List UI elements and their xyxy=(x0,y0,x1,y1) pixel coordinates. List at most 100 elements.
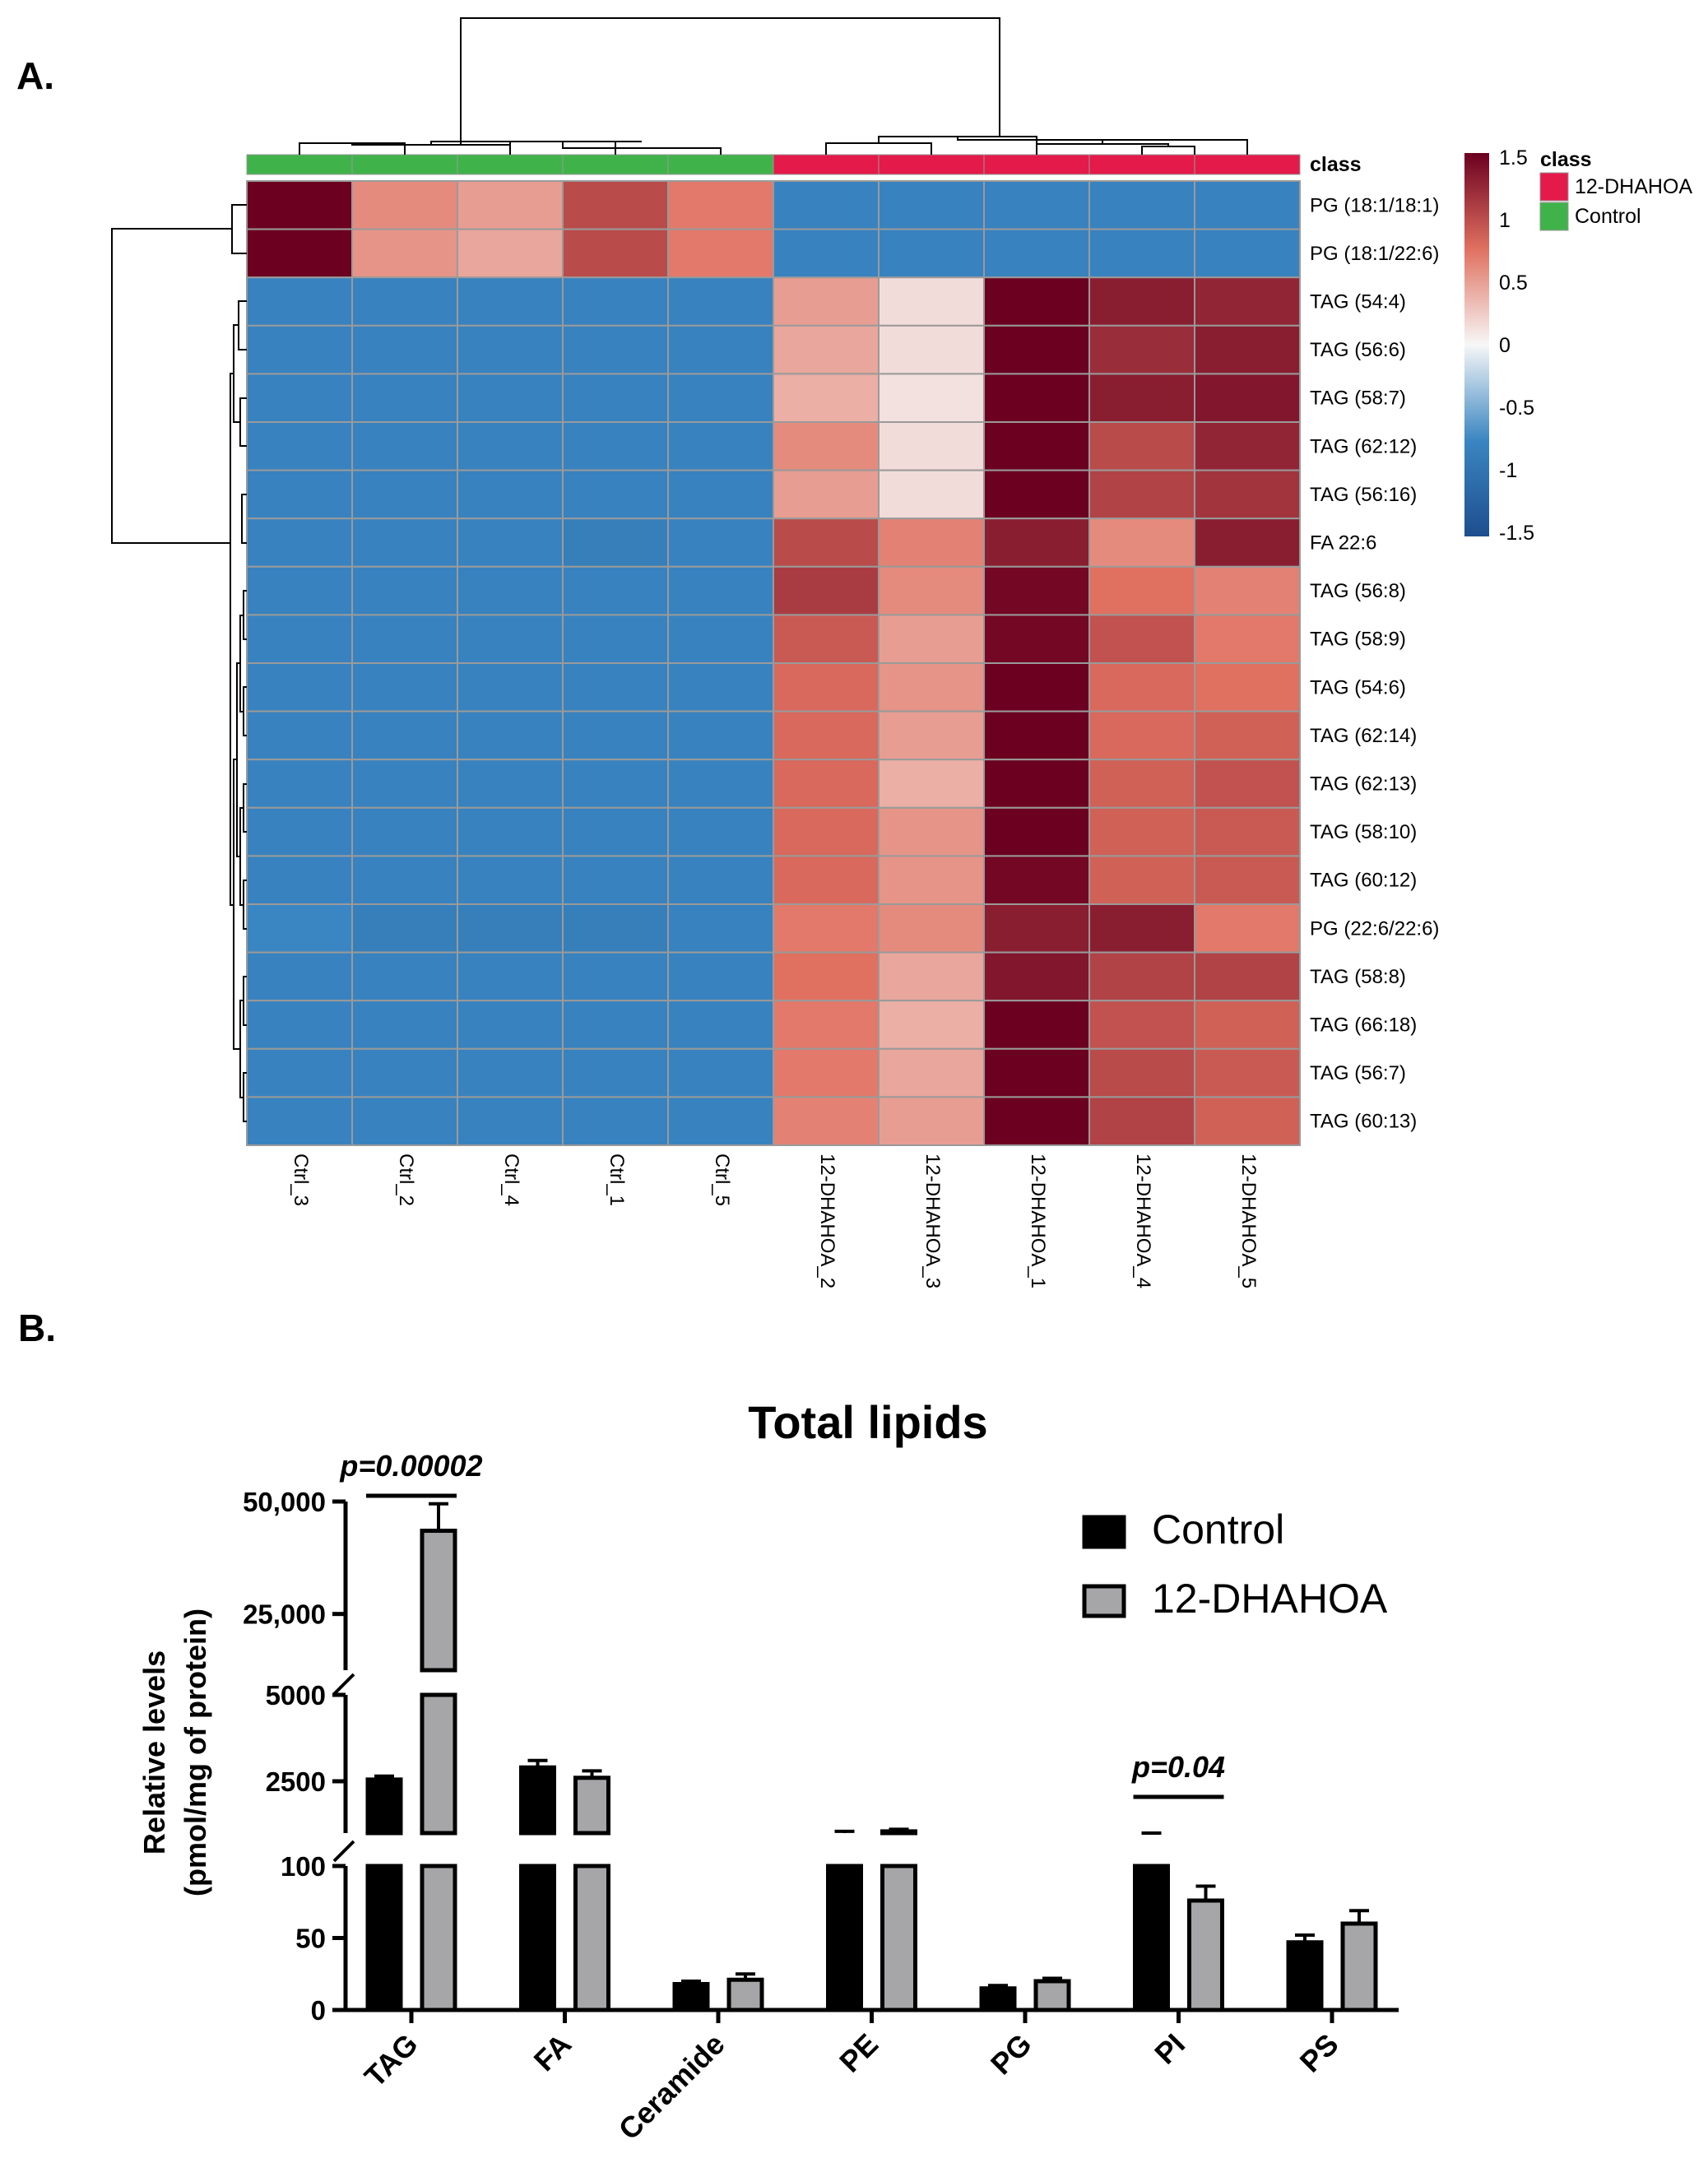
heatmap-cell xyxy=(878,662,985,713)
heatmap-cell xyxy=(667,1000,774,1050)
class-legend-swatch xyxy=(1539,172,1569,202)
heatmap-cell xyxy=(562,373,669,423)
heatmap-cell xyxy=(667,662,774,713)
legend-swatch xyxy=(1082,1515,1126,1549)
heatmap-cell xyxy=(1088,1000,1195,1050)
heatmap-cell xyxy=(667,1047,774,1098)
heatmap-cell xyxy=(983,276,1090,327)
heatmap-cell xyxy=(878,565,985,616)
color-scale-tick: -1.5 xyxy=(1499,522,1534,545)
class-header: class xyxy=(1310,153,1362,176)
class-bar-cell xyxy=(667,154,774,175)
class-bar-cell xyxy=(773,154,880,175)
heatmap-cell xyxy=(246,421,353,471)
heatmap-cell xyxy=(1194,324,1301,375)
row-label: TAG (58:10) xyxy=(1310,821,1417,843)
heatmap-cell xyxy=(562,228,669,279)
row-label: TAG (62:12) xyxy=(1310,435,1417,457)
row-label: TAG (66:18) xyxy=(1310,1014,1417,1037)
heatmap-cell xyxy=(246,1000,353,1050)
heatmap-cell xyxy=(1194,662,1301,713)
heatmap-cell xyxy=(457,806,564,857)
heatmap-cell xyxy=(667,806,774,857)
heatmap-cell xyxy=(351,276,458,327)
heatmap-cell xyxy=(773,710,880,761)
y-tick-label: 25,000 xyxy=(243,1599,326,1630)
heatmap-cell xyxy=(562,759,669,809)
heatmap-cell xyxy=(351,228,458,279)
heatmap-cell xyxy=(773,373,880,423)
heatmap-cell xyxy=(773,565,880,616)
heatmap-cell xyxy=(457,662,564,713)
heatmap-cell xyxy=(983,662,1090,713)
row-dendrogram xyxy=(111,204,247,1122)
heatmap-cell xyxy=(1088,855,1195,906)
heatmap-cell xyxy=(457,324,564,375)
heatmap-cell xyxy=(667,518,774,568)
x-tick-label: PS xyxy=(1293,2027,1345,2079)
heatmap-cell xyxy=(667,469,774,520)
heatmap-cell xyxy=(457,614,564,665)
heatmap-cell xyxy=(351,469,458,520)
heatmap-cell xyxy=(878,1096,985,1147)
heatmap-cell xyxy=(773,806,880,857)
heatmap-cell xyxy=(667,421,774,471)
heatmap-cell xyxy=(457,421,564,471)
bar-control xyxy=(672,1982,710,2012)
heatmap-cell xyxy=(667,759,774,809)
color-scale-gradient xyxy=(1464,153,1489,536)
heatmap-cell xyxy=(1088,565,1195,616)
chart-title: Total lipids xyxy=(748,1396,987,1448)
y-axis-label: Relative levels xyxy=(137,1650,171,1854)
class-bar-cell xyxy=(457,154,564,175)
bar-12-dhahoa xyxy=(726,1977,764,2012)
heatmap-cell xyxy=(773,518,880,568)
heatmap-cell xyxy=(983,373,1090,423)
heatmap-cell xyxy=(457,565,564,616)
heatmap-cell xyxy=(983,565,1090,616)
bar-12-dhahoa xyxy=(420,1864,457,2012)
heatmap-cell xyxy=(983,855,1090,906)
panel-b-label: B. xyxy=(18,1307,56,1349)
heatmap-cell xyxy=(457,903,564,954)
heatmap-cell xyxy=(773,421,880,471)
heatmap-cell xyxy=(1088,614,1195,665)
heatmap-cell xyxy=(983,710,1090,761)
bar-12-dhahoa xyxy=(1340,1921,1378,2012)
bar-control xyxy=(979,1986,1017,2012)
legend-swatch xyxy=(1082,1584,1126,1618)
heatmap-cell xyxy=(1088,662,1195,713)
heatmap-cell xyxy=(562,1096,669,1147)
heatmap-cell xyxy=(1088,759,1195,809)
bar-control xyxy=(1133,1864,1170,2012)
heatmap-cell xyxy=(983,1047,1090,1098)
heatmap-cell xyxy=(562,324,669,375)
heatmap-cell xyxy=(1194,710,1301,761)
heatmap-cell xyxy=(773,759,880,809)
heatmap-cell xyxy=(562,421,669,471)
heatmap-cell xyxy=(878,951,985,1002)
heatmap-cell xyxy=(983,903,1090,954)
heatmap-cell xyxy=(562,614,669,665)
heatmap-cell xyxy=(983,324,1090,375)
class-legend: class 12-DHAHOA Control xyxy=(1539,148,1692,231)
heatmap-cell xyxy=(457,1047,564,1098)
heatmap-cell xyxy=(246,518,353,568)
heatmap-cell xyxy=(246,373,353,423)
row-label: PG (22:6/22:6) xyxy=(1310,917,1439,940)
heatmap-cell xyxy=(351,903,458,954)
heatmap-cell xyxy=(773,614,880,665)
row-label: TAG (54:4) xyxy=(1310,291,1406,313)
heatmap-cell xyxy=(246,903,353,954)
heatmap-cell xyxy=(351,662,458,713)
row-label: TAG (60:12) xyxy=(1310,870,1417,892)
color-scale-tick: 1.5 xyxy=(1499,146,1528,169)
column-label: 12-DHAHOA_4 xyxy=(1132,1153,1154,1288)
heatmap-cell xyxy=(351,565,458,616)
heatmap-cell xyxy=(773,855,880,906)
heatmap-cell xyxy=(983,951,1090,1002)
heatmap-cell xyxy=(773,469,880,520)
column-label: Ctrl_3 xyxy=(290,1153,312,1206)
heatmap-cell xyxy=(773,903,880,954)
heatmap-cell xyxy=(562,855,669,906)
